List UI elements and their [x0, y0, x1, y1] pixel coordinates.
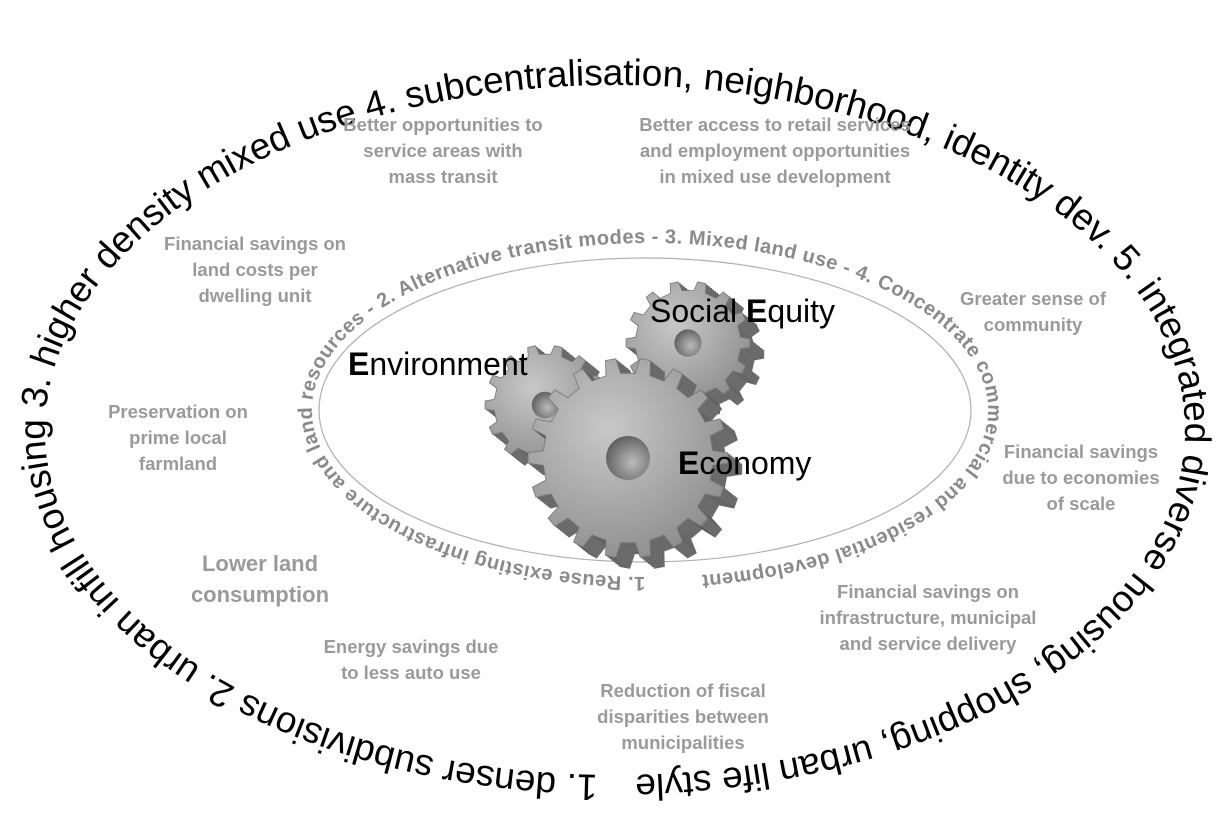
benefit-line: Greater sense of [960, 288, 1107, 309]
benefit-line: due to economies [1002, 467, 1159, 488]
benefit-line: and service delivery [840, 633, 1018, 654]
benefit-line: land costs per [192, 259, 317, 280]
benefit-line: in mixed use development [659, 166, 890, 187]
gear-hole [606, 436, 650, 480]
pillar-label: Economy [678, 445, 811, 481]
benefit-line: service areas with [363, 140, 522, 161]
pillar-label: Social Equity [650, 293, 835, 329]
gear-hole [674, 329, 702, 357]
pillar-rest: nvironment [369, 346, 527, 382]
benefit-line: disparities between [597, 706, 769, 727]
benefit-line: farmland [139, 453, 217, 474]
inner-ellipse [318, 257, 972, 563]
benefit-line: Energy savings due [324, 636, 499, 657]
benefit-line: Financial savings on [837, 581, 1019, 602]
benefit-line: Lower land [202, 551, 318, 576]
benefit-line: and employment opportunities [640, 140, 910, 161]
benefit-line: Better opportunities to [343, 114, 542, 135]
benefit-line: of scale [1047, 493, 1116, 514]
benefit-line: Reduction of fiscal [600, 680, 766, 701]
pillar-rest: quity [767, 293, 835, 329]
benefit-line: Financial savings [1004, 441, 1158, 462]
pillar-initial: E [348, 346, 369, 382]
pillar-label: Environment [348, 346, 528, 382]
benefit-line: Preservation on [108, 401, 248, 422]
benefit-line: mass transit [389, 166, 498, 187]
benefit-line: prime local [129, 427, 227, 448]
benefit-line: dwelling unit [198, 285, 311, 306]
benefit-line: to less auto use [341, 662, 481, 683]
benefit-line: Better access to retail services [639, 114, 911, 135]
benefit-line: infrastructure, municipal [820, 607, 1037, 628]
benefits: Better opportunities to service areas wit… [108, 114, 1160, 753]
pillar-initial: E [678, 445, 699, 481]
pillar-prefix: Social [650, 293, 746, 329]
benefit-line: consumption [191, 582, 329, 607]
pillar-initial: E [746, 293, 767, 329]
benefit-line: municipalities [621, 732, 744, 753]
benefit-line: community [984, 314, 1083, 335]
benefit-line: Financial savings on [164, 233, 346, 254]
gears [484, 281, 765, 569]
pillar-rest: conomy [699, 445, 811, 481]
